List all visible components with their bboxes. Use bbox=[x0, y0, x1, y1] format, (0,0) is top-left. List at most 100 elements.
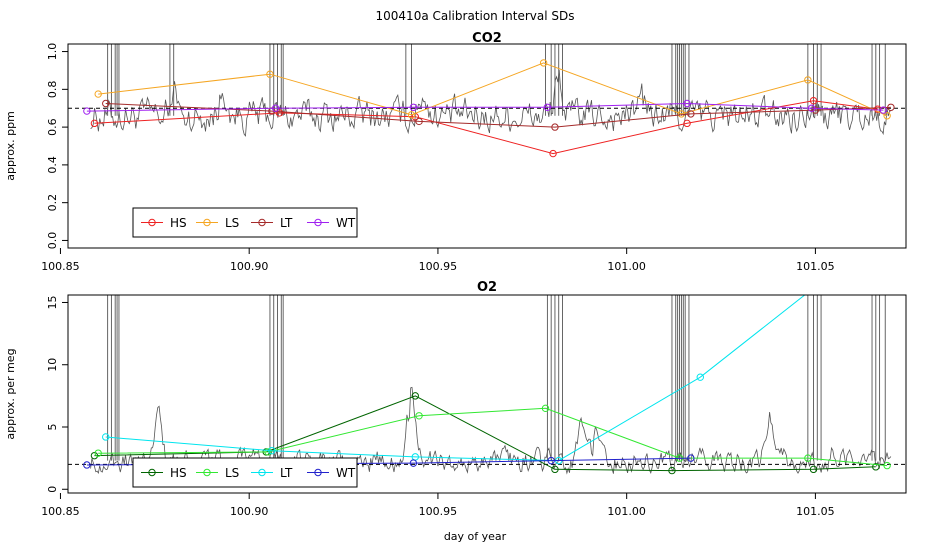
legend: HS LS LT WT bbox=[132, 457, 358, 488]
x-tick-label: 101.05 bbox=[796, 260, 835, 273]
legend-swatch-marker bbox=[148, 218, 156, 227]
series-point-lt bbox=[102, 99, 110, 108]
x-tick-label: 101.05 bbox=[796, 505, 835, 518]
series-line-lt bbox=[105, 376, 701, 462]
legend-swatch-marker bbox=[314, 218, 322, 227]
plot-frame bbox=[67, 43, 907, 249]
series-point-wt bbox=[807, 104, 816, 112]
series-point-ls bbox=[415, 412, 423, 420]
series-point-wt bbox=[409, 103, 418, 111]
co2-panel: CO2 approx. ppm 0.0 0.2 0.4 0.6 0.8 1.0 100.85 10… bbox=[4, 31, 907, 273]
series-point-hs bbox=[549, 149, 557, 158]
x-tick-label: 100.90 bbox=[230, 260, 269, 273]
series-point-hs bbox=[668, 466, 676, 475]
x-axis-label: day of year bbox=[444, 530, 507, 543]
legend-label: WT bbox=[336, 466, 356, 480]
series-line-lt-extension bbox=[699, 295, 806, 378]
legend-label: HS bbox=[170, 216, 187, 230]
y-tick-label: 0 bbox=[46, 486, 59, 493]
series-point-ls bbox=[264, 448, 272, 456]
series-point-lt bbox=[696, 373, 704, 381]
x-tick-label: 101.00 bbox=[607, 260, 646, 273]
series-point-lt bbox=[268, 446, 276, 455]
series-point-hs bbox=[873, 105, 882, 113]
legend-label: LT bbox=[280, 216, 293, 230]
legend-label: LS bbox=[225, 216, 239, 230]
series-point-lt bbox=[415, 117, 423, 126]
x-tick-label: 100.90 bbox=[230, 505, 269, 518]
series-point-hs bbox=[90, 451, 99, 460]
series-point-lt bbox=[102, 433, 110, 441]
panel-title: CO2 bbox=[472, 31, 502, 46]
series-point-wt bbox=[409, 459, 418, 467]
legend-swatch-marker bbox=[203, 468, 211, 477]
y-tick-label: 10 bbox=[46, 358, 59, 372]
series-point-ls bbox=[883, 112, 891, 120]
series-point-ls bbox=[677, 110, 686, 118]
panel-title: O2 bbox=[477, 280, 497, 295]
y-tick-label: 0.4 bbox=[46, 156, 59, 174]
series-point-ls bbox=[804, 76, 812, 84]
series-point-ls bbox=[407, 111, 416, 119]
series-point-wt bbox=[83, 107, 91, 115]
o2-panel: O2 approx. per meg 0 5 10 15 100.85 100.90 100.9… bbox=[4, 280, 907, 518]
series-point-wt bbox=[271, 104, 280, 112]
y-tick-label: 1.0 bbox=[46, 43, 59, 61]
series-point-ls bbox=[804, 454, 812, 462]
legend: HS LS LT WT bbox=[132, 207, 358, 238]
x-tick-label: 100.85 bbox=[41, 260, 80, 273]
y-axis-label: approx. per meg bbox=[4, 348, 17, 439]
series-point-wt bbox=[879, 106, 888, 114]
plot-area bbox=[68, 295, 906, 477]
legend-label: LT bbox=[280, 466, 293, 480]
series-point-ls bbox=[541, 404, 550, 413]
series-line-ls bbox=[98, 407, 888, 467]
series-point-wt bbox=[687, 454, 695, 462]
series-point-wt bbox=[547, 456, 555, 465]
background-trace bbox=[90, 69, 891, 137]
series-point-ls bbox=[266, 70, 274, 78]
series-point-wt bbox=[83, 461, 91, 469]
series-point-lt bbox=[687, 110, 695, 118]
series-line-wt bbox=[86, 102, 884, 112]
series-point-ls bbox=[539, 59, 548, 67]
series-point-hs bbox=[872, 463, 880, 471]
figure-title: 100410a Calibration Interval SDs bbox=[376, 9, 575, 23]
legend-label: LS bbox=[225, 466, 239, 480]
x-tick-label: 101.00 bbox=[607, 505, 646, 518]
y-tick-label: 0.0 bbox=[46, 232, 59, 250]
legend-swatch-marker bbox=[258, 468, 266, 477]
series-point-ls bbox=[94, 449, 102, 457]
y-tick-label: 5 bbox=[46, 424, 59, 431]
series-point-wt bbox=[683, 99, 691, 108]
series-point-hs bbox=[411, 392, 419, 400]
series-point-hs bbox=[683, 119, 691, 128]
series-point-lt bbox=[887, 103, 895, 111]
series-line-ls bbox=[98, 62, 888, 117]
series-point-hs bbox=[809, 96, 818, 105]
legend-swatch-marker bbox=[314, 468, 322, 477]
series-point-hs bbox=[551, 465, 559, 474]
plot-area bbox=[68, 44, 906, 158]
y-axis-label: approx. ppm bbox=[4, 111, 17, 181]
series-point-hs bbox=[809, 465, 818, 474]
legend-swatch-marker bbox=[203, 218, 211, 227]
series-point-ls bbox=[883, 461, 891, 470]
series-line-hs bbox=[94, 100, 878, 155]
series-point-ls bbox=[94, 90, 102, 98]
series-line-lt bbox=[105, 103, 891, 128]
series-point-wt bbox=[543, 103, 552, 111]
legend-label: HS bbox=[170, 466, 187, 480]
legend-label: WT bbox=[336, 216, 356, 230]
legend-swatch-marker bbox=[258, 218, 266, 227]
legend-swatch-marker bbox=[148, 468, 156, 477]
x-tick-label: 100.95 bbox=[419, 505, 458, 518]
x-tick-label: 100.95 bbox=[419, 260, 458, 273]
plot-frame bbox=[67, 294, 907, 494]
y-tick-label: 0.8 bbox=[46, 81, 59, 99]
series-point-hs bbox=[275, 109, 284, 117]
series-point-hs bbox=[90, 119, 99, 128]
series-point-lt bbox=[551, 123, 559, 131]
series-point-lt bbox=[811, 106, 820, 114]
